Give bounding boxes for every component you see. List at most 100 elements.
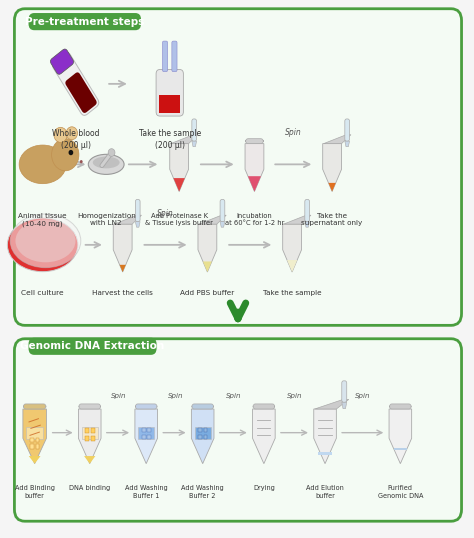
Circle shape [69,150,73,155]
FancyBboxPatch shape [136,404,157,409]
Ellipse shape [52,139,79,171]
Polygon shape [315,399,349,409]
Polygon shape [305,222,310,227]
Bar [142,435,146,439]
Text: Spin: Spin [168,393,183,399]
FancyBboxPatch shape [345,119,349,141]
Text: Spin: Spin [355,393,371,399]
PathPatch shape [245,144,264,192]
Bar [30,438,34,442]
Polygon shape [220,222,225,227]
Bar [199,435,202,439]
PathPatch shape [191,409,214,464]
Polygon shape [119,265,126,272]
FancyBboxPatch shape [14,9,462,325]
PathPatch shape [389,409,411,464]
FancyBboxPatch shape [342,381,347,402]
PathPatch shape [135,409,157,464]
Polygon shape [173,178,185,192]
Text: Add Washing
Buffer 1: Add Washing Buffer 1 [125,485,168,499]
Text: Pre-treatment steps: Pre-treatment steps [25,17,145,26]
Polygon shape [324,134,351,144]
FancyBboxPatch shape [136,200,140,222]
Bar [36,438,39,442]
PathPatch shape [78,409,101,464]
FancyBboxPatch shape [390,404,411,409]
Text: Homogenization
with LN2: Homogenization with LN2 [77,213,136,226]
Bar [147,435,151,439]
Text: Drying: Drying [253,485,275,491]
Bar [394,448,407,450]
PathPatch shape [323,144,342,192]
FancyBboxPatch shape [172,41,177,72]
Text: Add Binding
buffer: Add Binding buffer [15,485,55,499]
Bar [204,428,208,432]
Text: Whole blood
(200 μl): Whole blood (200 μl) [52,130,100,150]
Bar [82,427,98,440]
Text: Take the
supernatant only: Take the supernatant only [301,213,363,226]
FancyBboxPatch shape [220,200,225,222]
Circle shape [108,148,115,157]
Ellipse shape [10,214,81,268]
FancyBboxPatch shape [163,41,168,72]
Polygon shape [84,456,95,464]
FancyBboxPatch shape [53,52,99,116]
Text: Spin: Spin [285,128,301,137]
Text: Spin: Spin [156,209,173,218]
Polygon shape [114,215,142,224]
Text: Purified
Genomic DNA: Purified Genomic DNA [378,485,423,499]
Polygon shape [192,141,197,147]
FancyBboxPatch shape [253,404,275,409]
Bar [85,428,89,433]
Polygon shape [342,402,347,409]
Bar [30,444,34,449]
Bar [159,95,180,113]
Circle shape [54,128,67,143]
Polygon shape [203,261,212,272]
Text: Add PBS buffer: Add PBS buffer [180,291,235,296]
Polygon shape [199,215,226,224]
Ellipse shape [8,218,78,272]
FancyBboxPatch shape [28,338,156,355]
PathPatch shape [198,224,217,272]
PathPatch shape [283,224,301,272]
FancyBboxPatch shape [192,119,197,141]
Text: Incubation
at 60°C for 1-2 hr: Incubation at 60°C for 1-2 hr [225,213,284,226]
Text: Add Elution
buffer: Add Elution buffer [306,485,344,499]
Bar [26,427,43,440]
Text: Genomic DNA Extraction: Genomic DNA Extraction [20,341,164,351]
FancyBboxPatch shape [50,49,73,74]
FancyBboxPatch shape [65,72,97,113]
Text: Add Proteinase K
& Tissue lysis buffer: Add Proteinase K & Tissue lysis buffer [145,213,213,226]
Text: Harvest the cells: Harvest the cells [92,291,153,296]
FancyBboxPatch shape [246,139,264,144]
Bar [91,436,95,441]
Circle shape [80,160,82,164]
Bar [204,435,208,439]
FancyBboxPatch shape [192,404,213,409]
Bar [91,428,95,433]
Bar [147,428,151,432]
FancyBboxPatch shape [28,13,141,30]
Text: Spin: Spin [111,393,127,399]
Polygon shape [29,456,41,464]
Polygon shape [248,176,261,192]
Polygon shape [136,222,140,227]
Text: Take the sample: Take the sample [263,291,321,296]
Polygon shape [283,215,311,224]
Bar [194,427,211,440]
PathPatch shape [170,144,189,192]
Bar [36,444,39,449]
Ellipse shape [19,145,66,183]
PathPatch shape [113,224,132,272]
Polygon shape [287,260,297,272]
Text: Cell culture: Cell culture [21,291,64,296]
Bar [85,436,89,441]
FancyBboxPatch shape [14,339,462,521]
Ellipse shape [88,154,124,174]
FancyBboxPatch shape [156,69,183,116]
Ellipse shape [16,220,75,263]
Bar [199,428,202,432]
FancyBboxPatch shape [79,404,100,409]
FancyBboxPatch shape [305,200,310,222]
